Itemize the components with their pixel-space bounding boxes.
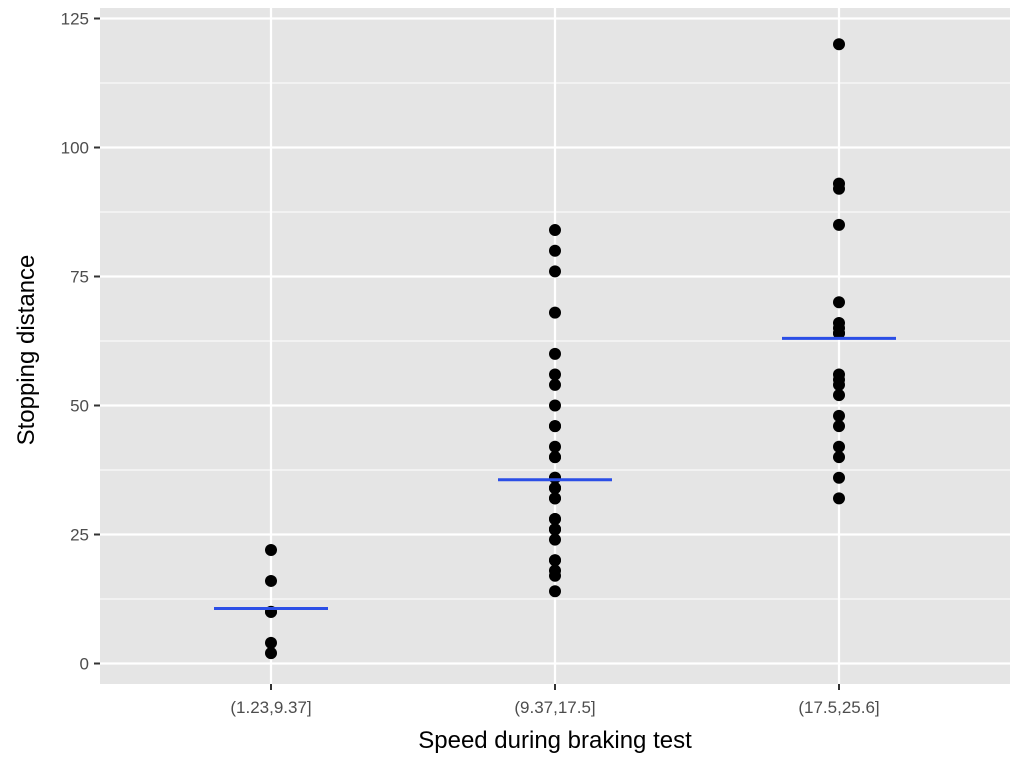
data-point <box>549 420 561 433</box>
data-point <box>833 177 845 190</box>
data-point <box>833 373 845 386</box>
data-point <box>549 492 561 505</box>
y-axis-title: Stopping distance <box>13 255 40 446</box>
data-point <box>833 322 845 335</box>
data-point <box>833 471 845 484</box>
y-tick-label: 125 <box>61 10 89 29</box>
x-tick-label: (9.37,17.5] <box>514 698 595 717</box>
data-point <box>833 389 845 402</box>
data-points <box>265 38 845 660</box>
data-point <box>265 647 277 660</box>
data-point <box>549 368 561 381</box>
data-point <box>549 513 561 526</box>
data-point <box>549 347 561 360</box>
data-point <box>549 244 561 257</box>
data-point <box>833 451 845 464</box>
data-point <box>549 306 561 319</box>
data-point <box>549 399 561 412</box>
data-point <box>833 420 845 433</box>
data-point <box>833 218 845 231</box>
x-tick-label: (17.5,25.6] <box>798 698 879 717</box>
x-axis: (1.23,9.37] (9.37,17.5] (17.5,25.6] <box>230 684 880 717</box>
data-point <box>265 543 277 556</box>
y-tick-label: 0 <box>80 655 89 674</box>
data-point <box>265 636 277 649</box>
data-point <box>549 585 561 598</box>
x-tick-label: (1.23,9.37] <box>230 698 311 717</box>
data-point <box>833 409 845 422</box>
y-tick-label: 50 <box>70 397 89 416</box>
data-point <box>833 440 845 453</box>
data-point <box>549 265 561 278</box>
data-point <box>549 533 561 546</box>
data-point <box>549 482 561 495</box>
data-point <box>549 523 561 536</box>
x-axis-title: Speed during braking test <box>418 727 692 754</box>
major-gridlines <box>100 8 1010 684</box>
data-point <box>549 440 561 453</box>
data-point <box>549 471 561 484</box>
y-axis: 0 25 50 75 100 125 <box>61 10 100 674</box>
data-point <box>549 554 561 567</box>
y-tick-label: 75 <box>70 268 89 287</box>
data-point <box>833 38 845 51</box>
mean-lines <box>214 336 896 610</box>
y-tick-label: 100 <box>61 139 89 158</box>
data-point <box>265 574 277 587</box>
y-tick-label: 25 <box>70 526 89 545</box>
data-point <box>549 451 561 464</box>
data-point <box>549 378 561 391</box>
data-point <box>549 569 561 582</box>
data-point <box>833 296 845 309</box>
data-point <box>833 492 845 505</box>
data-point <box>549 224 561 237</box>
